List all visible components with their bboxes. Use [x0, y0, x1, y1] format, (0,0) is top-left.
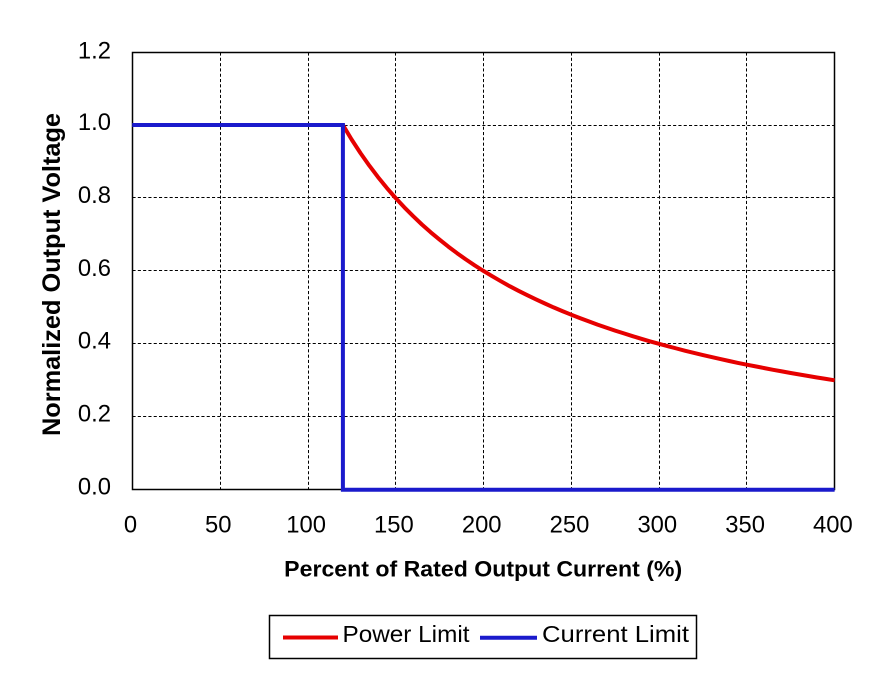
svg-text:100: 100: [286, 512, 326, 539]
svg-text:0.4: 0.4: [78, 328, 111, 355]
svg-text:Power Limit: Power Limit: [343, 621, 471, 647]
svg-text:Current Limit: Current Limit: [542, 621, 690, 647]
svg-text:Percent of Rated Output Curren: Percent of Rated Output Current (%): [284, 556, 682, 581]
svg-text:150: 150: [374, 512, 414, 539]
svg-text:0: 0: [124, 512, 137, 539]
svg-text:50: 50: [205, 512, 231, 539]
svg-text:0.0: 0.0: [78, 474, 111, 501]
svg-text:0.8: 0.8: [78, 182, 111, 209]
svg-text:0.2: 0.2: [78, 401, 111, 428]
svg-text:1.0: 1.0: [78, 109, 111, 136]
svg-text:300: 300: [637, 512, 677, 539]
svg-text:350: 350: [725, 512, 765, 539]
svg-text:0.6: 0.6: [78, 255, 111, 282]
svg-text:200: 200: [462, 512, 502, 539]
svg-text:400: 400: [813, 512, 853, 539]
svg-text:1.2: 1.2: [78, 37, 111, 64]
svg-text:250: 250: [550, 512, 590, 539]
svg-text:Normalized Output Voltage: Normalized Output Voltage: [38, 113, 66, 436]
